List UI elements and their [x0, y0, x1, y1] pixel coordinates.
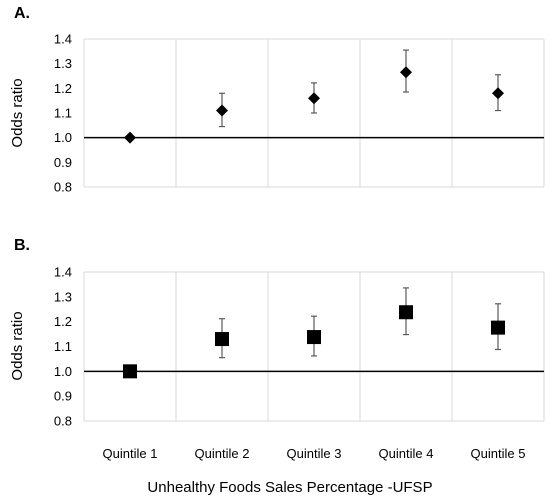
y-tick-label: 0.9	[54, 389, 72, 404]
data-point-diamond	[308, 92, 320, 105]
panel-label: B.	[14, 237, 30, 254]
y-tick-label: 0.8	[54, 414, 72, 429]
panel-b: 0.8 0.9 1.0 1.1 1.2 1.3 1.4 Odds ratio B.	[9, 237, 545, 429]
data-point-square	[123, 364, 137, 379]
y-tick-label: 1.0	[54, 364, 72, 379]
x-tick-label: Quintile 4	[379, 446, 434, 461]
x-axis-title: Unhealthy Foods Sales Percentage -UFSP	[147, 479, 432, 496]
panel-label: A.	[14, 5, 30, 22]
x-tick-label: Quintile 2	[195, 446, 250, 461]
y-tick-label: 0.9	[54, 155, 72, 170]
data-point-diamond	[400, 66, 412, 79]
y-tick-label: 1.3	[54, 289, 72, 304]
category-labels: Quintile 1 Quintile 2 Quintile 3 Quintil…	[103, 446, 526, 461]
x-tick-label: Quintile 1	[103, 446, 158, 461]
data-point-square	[307, 330, 321, 345]
y-tick-label: 1.4	[54, 265, 72, 280]
x-tick-label: Quintile 5	[471, 446, 526, 461]
y-tick-label: 1.2	[54, 314, 72, 329]
data-point-diamond	[492, 87, 504, 100]
y-axis-title: Odds ratio	[9, 311, 26, 380]
data-point-diamond	[216, 104, 228, 117]
data-point-square	[215, 332, 229, 347]
panel-a: 0.8 0.9 1.0 1.1 1.2 1.3 1.4 Odds ratio A.	[9, 5, 545, 195]
data-point-square	[491, 320, 505, 335]
y-tick-label: 1.4	[54, 32, 72, 47]
y-tick-label: 1.1	[54, 339, 72, 354]
y-tick-label: 0.8	[54, 180, 72, 195]
y-axis-title: Odds ratio	[9, 78, 26, 147]
data-point-diamond	[124, 131, 136, 144]
y-tick-label: 1.2	[54, 81, 72, 96]
y-tick-label: 1.3	[54, 56, 72, 71]
y-tick-label: 1.1	[54, 106, 72, 121]
x-tick-label: Quintile 3	[287, 446, 342, 461]
data-point-square	[399, 305, 413, 320]
y-tick-label: 1.0	[54, 130, 72, 145]
